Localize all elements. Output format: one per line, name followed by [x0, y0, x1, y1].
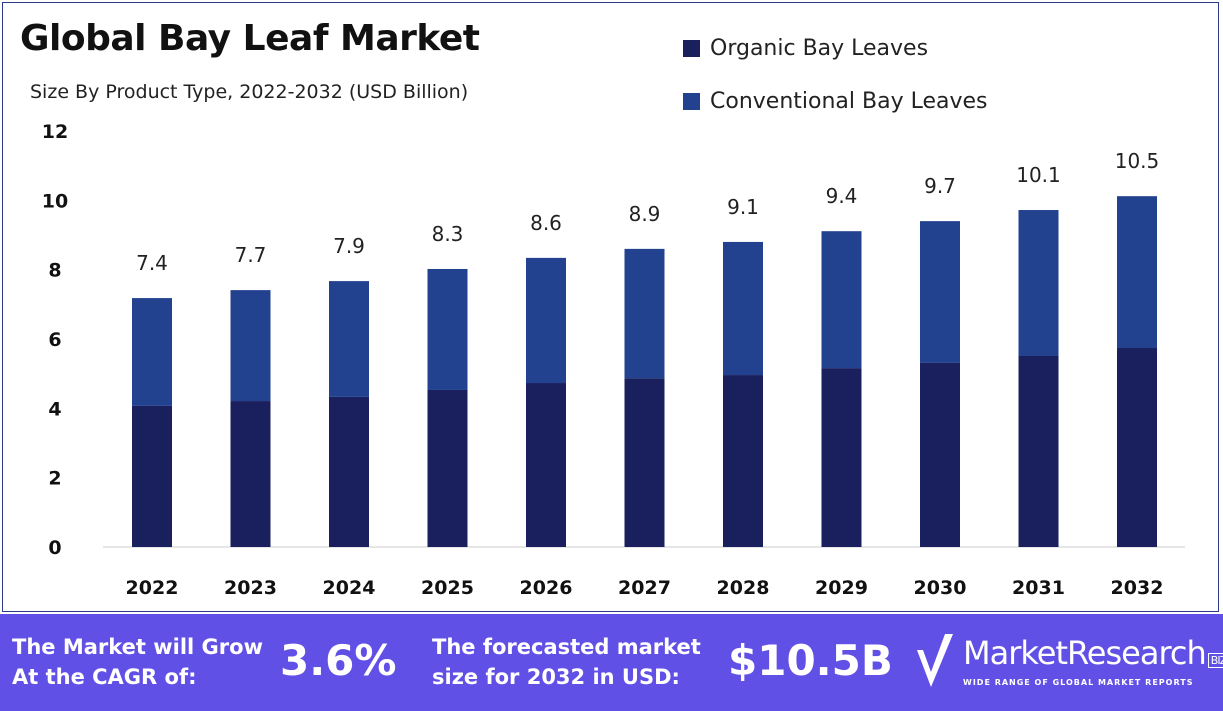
- bar-segment: [624, 378, 665, 547]
- x-tick-label: 2031: [1012, 577, 1065, 599]
- x-tick-label: 2024: [323, 577, 376, 599]
- bar-segment: [526, 383, 566, 547]
- total-label: 8.6: [530, 211, 562, 235]
- bar-segment: [132, 405, 172, 547]
- bar-segment: [1018, 355, 1059, 547]
- y-tick-label: 4: [48, 398, 61, 420]
- bar-segment: [624, 248, 665, 379]
- bar-segment: [723, 241, 763, 376]
- total-label: 7.9: [333, 234, 365, 258]
- y-tick-label: 0: [48, 537, 61, 559]
- legend-item-conventional: Conventional Bay Leaves: [683, 89, 987, 114]
- y-tick-label: 10: [42, 190, 68, 212]
- x-tick-label: 2032: [1111, 577, 1164, 599]
- total-label: 8.3: [432, 222, 464, 246]
- bar-segment: [526, 257, 566, 384]
- bar-segment: [132, 298, 172, 406]
- total-label: 9.7: [924, 174, 956, 198]
- bar-segment: [1018, 210, 1059, 356]
- cagr-label: The Market will Grow At the CAGR of:: [12, 635, 263, 689]
- bar-segment: [1117, 348, 1157, 547]
- bar-segment: [230, 290, 271, 402]
- bar-segment: [723, 375, 763, 547]
- chart-title: Global Bay Leaf Market: [20, 18, 480, 59]
- bar-segment: [230, 401, 271, 547]
- y-tick-label: 6: [48, 329, 61, 351]
- forecast-value: $10.5B: [728, 636, 893, 685]
- y-tick-label: 2: [48, 468, 61, 490]
- chart-frame: [2, 2, 1219, 612]
- x-tick-label: 2027: [618, 577, 671, 599]
- x-tick-label: 2026: [520, 577, 573, 599]
- bar-segment: [821, 368, 862, 547]
- bar-segment: [427, 268, 468, 390]
- x-tick-label: 2025: [421, 577, 474, 599]
- legend-label: Conventional Bay Leaves: [710, 89, 988, 114]
- bar-segment: [821, 231, 862, 369]
- total-label: 8.9: [629, 202, 661, 226]
- bar-segment: [920, 362, 960, 547]
- summary-banner: The Market will Grow At the CAGR of: 3.6%…: [0, 614, 1223, 711]
- x-tick-label: 2022: [126, 577, 179, 599]
- bar-chart: 0 2 4 6 8 10 12 7.4 2022 7.7 2023 7.9 2024 8.3 2025 8.6…: [42, 121, 1185, 599]
- bar-segment: [920, 221, 960, 363]
- total-label: 9.4: [826, 184, 858, 208]
- total-label: 10.5: [1115, 149, 1160, 173]
- bar-segment: [427, 389, 468, 547]
- total-label: 9.1: [727, 195, 759, 219]
- forecast-label: The forecasted market size for 2032 in US…: [432, 635, 701, 689]
- x-tick-label: 2029: [815, 577, 868, 599]
- bar-segment: [1117, 196, 1157, 349]
- bar-segment: [329, 281, 369, 397]
- x-tick-label: 2023: [224, 577, 277, 599]
- legend-item-organic: Organic Bay Leaves: [683, 36, 928, 61]
- y-tick-label: 8: [48, 260, 61, 282]
- total-label: 7.7: [235, 243, 267, 267]
- total-label: 7.4: [136, 251, 168, 275]
- total-label: 10.1: [1016, 163, 1061, 187]
- chart-subtitle: Size By Product Type, 2022-2032 (USD Bil…: [30, 81, 469, 103]
- legend-label: Organic Bay Leaves: [710, 36, 929, 61]
- bar-segment: [329, 396, 369, 547]
- legend-swatch: [683, 93, 700, 110]
- x-tick-label: 2028: [717, 577, 770, 599]
- y-tick-label: 12: [42, 121, 68, 143]
- logo-check-icon: [917, 634, 953, 687]
- legend-swatch: [683, 40, 700, 57]
- cagr-value: 3.6%: [280, 636, 397, 685]
- x-tick-label: 2030: [914, 577, 967, 599]
